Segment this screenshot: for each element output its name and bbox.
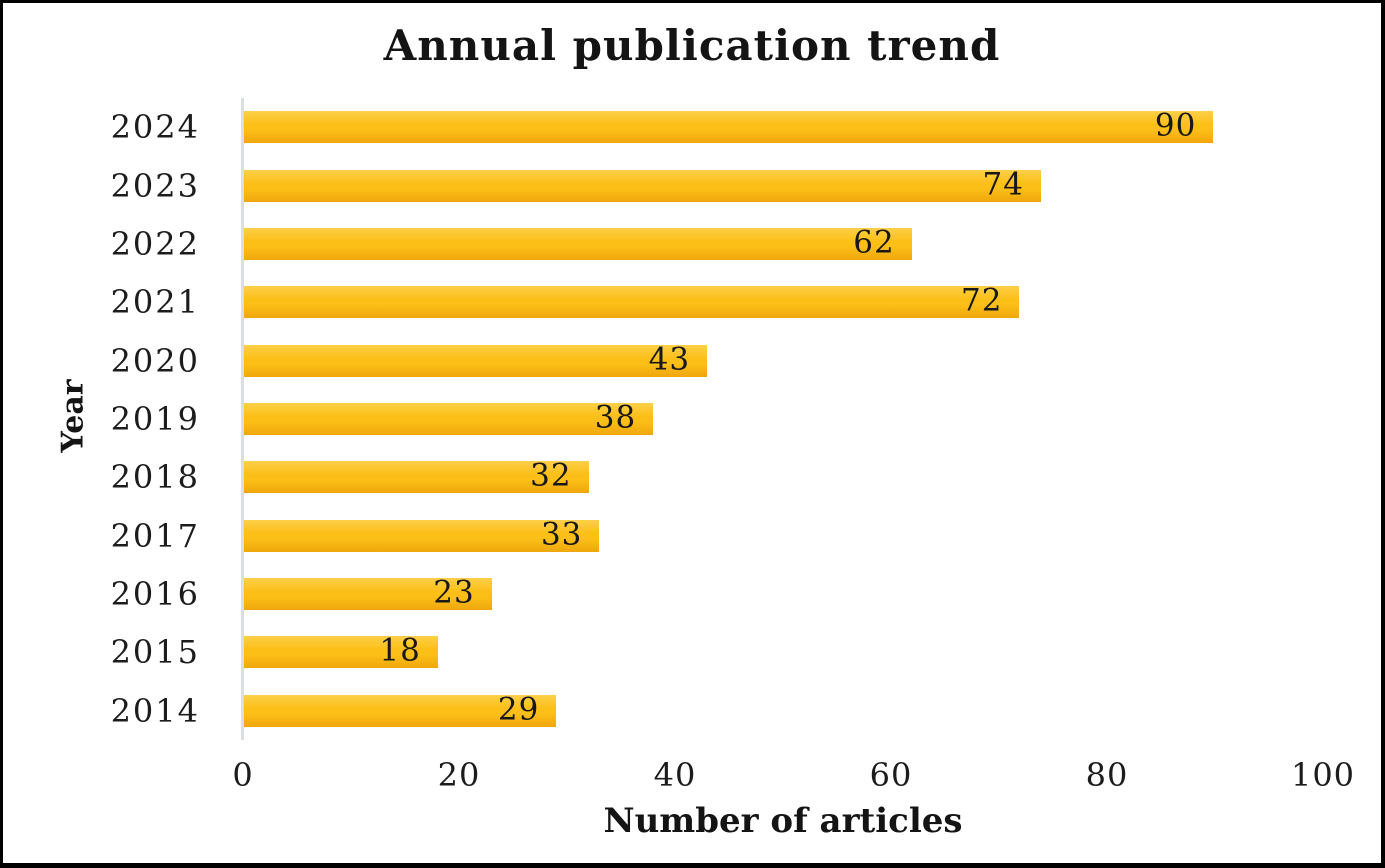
bar-value-label: 62 <box>853 224 895 261</box>
bar-2014: 29 <box>244 691 557 728</box>
bar-2017: 33 <box>244 515 600 552</box>
bar-value-label: 72 <box>960 282 1003 319</box>
x-tick-label: 40 <box>653 756 697 794</box>
x-tick-label: 100 <box>1290 756 1356 794</box>
y-tick-label: 2015 <box>110 633 200 672</box>
chart-row: 2019 38 <box>111 390 1321 448</box>
plot-area: 2024 90 2023 74 2022 62 2021 72 2020 43 2019 38 2018… <box>111 98 1321 740</box>
x-tick-label: 60 <box>869 756 913 794</box>
bar-value-label: 32 <box>530 457 572 494</box>
chart-row: 2024 90 <box>111 98 1321 156</box>
chart-row: 2021 72 <box>111 273 1321 331</box>
chart-row: 2017 33 <box>111 507 1321 565</box>
bar-2023: 74 <box>244 165 1041 202</box>
x-tick-label: 80 <box>1085 756 1129 794</box>
chart-row: 2023 74 <box>111 156 1321 214</box>
bar-2018: 32 <box>244 457 589 494</box>
y-tick-label: 2017 <box>110 516 200 555</box>
chart-row: 2016 23 <box>111 565 1321 623</box>
y-tick-label: 2019 <box>110 399 200 438</box>
bar-value-label: 38 <box>594 399 637 436</box>
y-tick-label: 2018 <box>110 458 200 497</box>
chart-row: 2015 18 <box>111 623 1321 681</box>
chart-row: 2014 29 <box>111 682 1321 740</box>
bar-2020: 43 <box>244 340 708 377</box>
bar-value-label: 74 <box>982 165 1024 202</box>
bar-value-label: 23 <box>433 574 475 611</box>
y-tick-label: 2022 <box>110 224 200 263</box>
y-tick-label: 2014 <box>110 691 200 730</box>
bar-2019: 38 <box>244 399 654 436</box>
x-axis-ticks: 0 20 40 60 80 100 <box>232 753 1354 794</box>
chart-title: Annual publication trend <box>383 21 1001 70</box>
x-tick-label: 20 <box>437 756 481 794</box>
bar-value-label: 18 <box>379 632 421 669</box>
chart-row: 2020 43 <box>111 331 1321 389</box>
bar-2021: 72 <box>244 282 1020 319</box>
chart-row: 2018 32 <box>111 448 1321 506</box>
bar-value-label: 90 <box>1154 107 1197 144</box>
bar-2016: 23 <box>244 574 492 611</box>
bar-value-label: 29 <box>497 691 540 728</box>
bar-value-label: 43 <box>648 340 691 377</box>
x-axis-title: Number of articles <box>603 801 963 841</box>
y-axis-title: Year <box>55 379 91 453</box>
y-tick-label: 2024 <box>110 108 200 147</box>
bar-2022: 62 <box>244 224 912 261</box>
y-tick-label: 2023 <box>110 166 200 205</box>
y-tick-label: 2021 <box>110 283 200 322</box>
x-tick-label: 0 <box>232 756 254 794</box>
bar-2024: 90 <box>244 107 1214 144</box>
chart-row: 2022 62 <box>111 215 1321 273</box>
y-tick-label: 2016 <box>110 575 200 614</box>
bar-2015: 18 <box>244 632 438 669</box>
y-tick-label: 2020 <box>110 341 200 380</box>
bar-value-label: 33 <box>540 515 583 552</box>
